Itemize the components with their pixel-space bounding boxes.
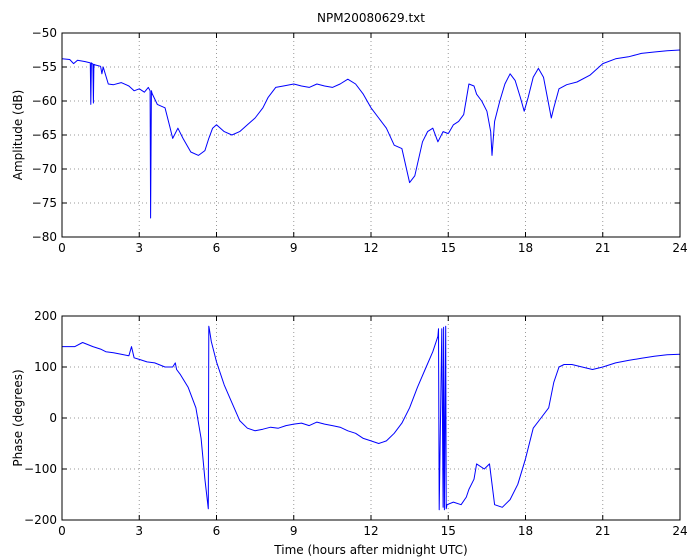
x-tick-label: 9 [290, 524, 298, 538]
x-tick-label: 6 [213, 524, 221, 538]
x-tick-label: 12 [363, 241, 378, 255]
y-axis-label: Phase (degrees) [11, 369, 25, 466]
x-tick-label: 0 [58, 524, 66, 538]
y-tick-label: −60 [32, 94, 57, 108]
y-tick-label: −100 [24, 462, 57, 476]
x-tick-label: 18 [518, 524, 533, 538]
y-tick-label: 0 [49, 411, 57, 425]
y-tick-label: −55 [32, 60, 57, 74]
y-axis-label: Amplitude (dB) [11, 90, 25, 181]
x-tick-label: 15 [441, 524, 456, 538]
x-tick-label: 0 [58, 241, 66, 255]
x-tick-label: 9 [290, 241, 298, 255]
x-tick-label: 6 [213, 241, 221, 255]
chart-title: NPM20080629.txt [317, 11, 425, 25]
x-tick-label: 24 [672, 524, 687, 538]
x-tick-label: 24 [672, 241, 687, 255]
x-tick-label: 3 [135, 524, 143, 538]
series-line [62, 325, 681, 511]
x-tick-label: 21 [595, 241, 610, 255]
x-tick-label: 3 [135, 241, 143, 255]
y-tick-label: −200 [24, 513, 57, 527]
y-tick-label: −75 [32, 196, 57, 210]
y-tick-label: −70 [32, 162, 57, 176]
y-tick-label: −80 [32, 230, 57, 244]
x-tick-label: 18 [518, 241, 533, 255]
x-axis-label: Time (hours after midnight UTC) [273, 543, 467, 557]
x-tick-label: 12 [363, 524, 378, 538]
x-tick-label: 21 [595, 524, 610, 538]
series-line [61, 49, 681, 219]
y-tick-label: −65 [32, 128, 57, 142]
phase-plot: 0 3 6 9 12 15 18 21 24 −200 −100 0 100 200 Phase (degr… [11, 309, 688, 557]
amplitude-plot: 0 3 6 9 12 15 18 21 24 −80 −75 −70 −65 −60 −55 −50 NPM20… [11, 11, 688, 255]
y-tick-label: 200 [34, 309, 57, 323]
x-tick-label: 15 [441, 241, 456, 255]
y-tick-label: 100 [34, 360, 57, 374]
y-tick-label: −50 [32, 26, 57, 40]
